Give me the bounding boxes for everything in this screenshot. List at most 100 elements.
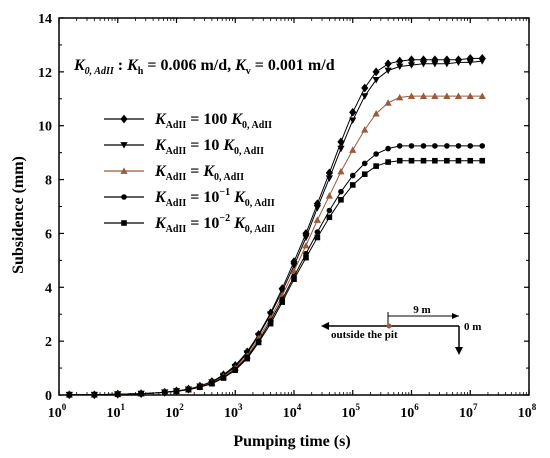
x-tick-label: 102 [165, 402, 184, 421]
pit-annotation: 9 m outside the pit 0 m [321, 304, 481, 355]
legend-marker [120, 167, 128, 174]
data-point [407, 55, 416, 65]
data-point [302, 241, 310, 249]
data-point [244, 355, 251, 362]
data-point [337, 167, 345, 175]
y-axis-label: Subsidence (mm) [10, 156, 27, 274]
data-point [361, 160, 368, 167]
data-point [302, 234, 310, 242]
data-point [372, 67, 380, 77]
data-point [279, 299, 286, 305]
data-point [349, 107, 357, 117]
data-point [444, 143, 450, 149]
data-point [185, 386, 192, 393]
series-line [69, 95, 483, 396]
data-point [313, 204, 321, 212]
data-point [431, 60, 439, 68]
data-point [466, 92, 474, 99]
data-point [384, 99, 392, 106]
annotation-zero-label: 0 m [464, 321, 481, 333]
data-point [431, 92, 439, 99]
annotation-outside-label: outside the pit [331, 329, 398, 341]
y-tick-label: 0 [45, 389, 52, 404]
series-5 [66, 157, 486, 398]
series-layer [65, 53, 486, 400]
x-tick-label: 101 [107, 402, 126, 421]
legend-marker [121, 194, 127, 200]
y-axis-ticks: 0 2 4 6 8 10 12 14 [38, 12, 529, 404]
legend-marker [121, 220, 127, 226]
data-point [349, 117, 357, 124]
data-point [373, 163, 379, 169]
data-point [337, 137, 345, 147]
series-line [69, 145, 483, 396]
legend-label: KAdII = K0, AdII [154, 163, 244, 183]
data-point [278, 288, 286, 295]
y-tick-label: 2 [45, 335, 52, 350]
data-point [349, 182, 356, 188]
data-point [161, 389, 168, 396]
data-point [385, 159, 391, 165]
annotation-left-arrowhead [321, 322, 329, 330]
annotation-inside-label: 9 m [413, 304, 430, 316]
data-point [443, 92, 451, 99]
data-point [313, 216, 321, 223]
data-point [466, 59, 474, 67]
data-point [478, 92, 486, 99]
data-point [443, 60, 451, 68]
data-point [373, 151, 379, 157]
data-point [338, 188, 344, 195]
y-tick-label: 4 [45, 281, 52, 296]
data-point [114, 391, 121, 397]
series-line [69, 60, 483, 396]
data-point [267, 311, 275, 318]
data-point [349, 146, 357, 153]
data-point [173, 388, 180, 395]
data-point [267, 320, 274, 327]
series-1 [65, 53, 486, 400]
data-point [220, 375, 227, 381]
data-point [361, 171, 368, 177]
data-point [455, 143, 462, 149]
data-point [467, 143, 474, 149]
data-point [467, 157, 474, 164]
data-point [407, 92, 416, 99]
data-point [314, 229, 321, 235]
data-point [91, 391, 98, 398]
x-tick-label: 105 [342, 402, 361, 421]
data-point [314, 234, 321, 241]
data-point [326, 207, 333, 214]
data-point [372, 109, 380, 117]
series-4 [66, 143, 486, 398]
data-point [326, 214, 333, 221]
y-tick-label: 12 [38, 66, 52, 81]
series-line [69, 160, 483, 396]
data-point [361, 93, 369, 100]
data-point [396, 157, 403, 164]
data-point [432, 143, 438, 149]
data-point [408, 143, 415, 149]
legend-label: KAdII = 100 K0, AdII [154, 111, 272, 131]
annotation-down-arrowhead [455, 347, 463, 355]
y-tick-label: 10 [38, 120, 52, 135]
data-point [303, 254, 309, 261]
legend-item: KAdII = K0, AdII [104, 163, 244, 183]
data-point [432, 157, 438, 164]
data-point [419, 60, 428, 68]
data-point [396, 143, 403, 149]
data-point [479, 143, 486, 149]
x-tick-label: 108 [518, 402, 537, 421]
data-point [291, 276, 297, 283]
annotation-upper-arrowhead [452, 313, 459, 319]
legend-item: KAdII = 100 K0, AdII [104, 111, 272, 131]
data-point [420, 143, 427, 149]
data-point [407, 62, 416, 69]
data-point [209, 380, 215, 387]
data-point [66, 391, 73, 398]
data-point [455, 157, 462, 164]
data-point [349, 172, 356, 179]
annotation-marker [386, 323, 392, 329]
series-2 [65, 58, 486, 399]
y-tick-label: 8 [45, 174, 52, 189]
